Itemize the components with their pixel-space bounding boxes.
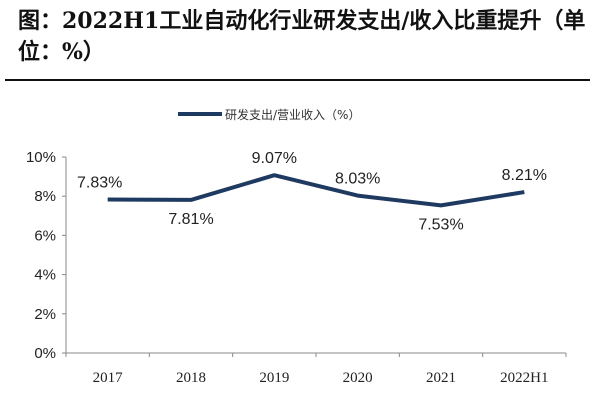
data-label: 9.07% xyxy=(252,150,297,167)
y-tick-label: 2% xyxy=(34,306,56,323)
x-tick-label: 2017 xyxy=(93,370,124,386)
data-label: 7.81% xyxy=(168,211,213,228)
data-label: 8.03% xyxy=(335,171,380,188)
y-tick-label: 6% xyxy=(34,227,56,244)
x-tick-label: 2018 xyxy=(176,370,206,386)
x-tick-label: 2020 xyxy=(343,370,373,386)
y-tick-label: 0% xyxy=(34,345,56,362)
y-tick-label: 10% xyxy=(26,149,56,166)
title-divider xyxy=(5,79,590,81)
x-tick-label: 2021 xyxy=(426,370,456,386)
y-tick-label: 8% xyxy=(34,188,56,205)
legend-label: 研发支出/营业收入（%） xyxy=(225,107,360,122)
chart-title: 图：2022H1工业自动化行业研发支出/收入比重提升（单位：%） xyxy=(18,8,586,65)
data-label: 8.21% xyxy=(502,167,547,184)
series-line xyxy=(107,173,525,208)
data-label: 7.53% xyxy=(418,216,463,233)
data-label: 7.83% xyxy=(77,175,122,192)
x-tick-label: 2022H1 xyxy=(500,370,548,386)
x-tick-label: 2019 xyxy=(259,370,289,386)
y-tick-label: 4% xyxy=(34,267,56,284)
